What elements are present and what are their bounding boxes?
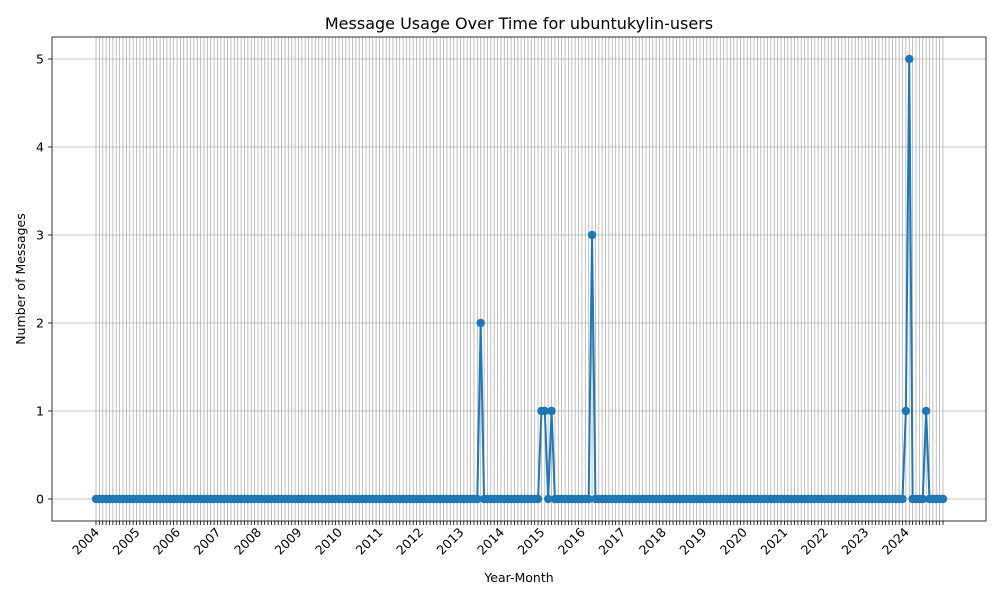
x-tick-label: 2009 bbox=[271, 524, 304, 557]
chart-title: Message Usage Over Time for ubuntukylin-… bbox=[325, 14, 713, 33]
y-tick-label: 1 bbox=[36, 404, 44, 419]
data-point bbox=[540, 406, 550, 416]
x-tick-label: 2008 bbox=[231, 524, 264, 557]
series-line bbox=[96, 58, 943, 500]
x-tick-label: 2021 bbox=[757, 525, 790, 558]
x-tick-label: 2022 bbox=[798, 525, 831, 558]
x-tick-label: 2005 bbox=[110, 525, 143, 558]
data-point bbox=[584, 494, 593, 504]
y-gridlines bbox=[52, 58, 986, 500]
y-tick-label: 4 bbox=[36, 140, 44, 155]
x-tick-label: 2013 bbox=[433, 525, 466, 558]
x-tick-label: 2015 bbox=[514, 525, 547, 558]
data-point bbox=[921, 406, 931, 416]
data-point bbox=[918, 494, 927, 504]
x-tick-label: 2010 bbox=[312, 524, 345, 557]
data-point bbox=[476, 318, 485, 328]
x-tick-label: 2006 bbox=[150, 524, 183, 557]
x-tick-label: 2019 bbox=[676, 524, 709, 557]
y-tick-label: 0 bbox=[36, 492, 44, 507]
series-polyline bbox=[96, 58, 943, 500]
y-tick-label: 3 bbox=[36, 228, 44, 243]
y-tick-label: 2 bbox=[36, 316, 44, 331]
data-point bbox=[533, 494, 543, 504]
plot-frame bbox=[51, 36, 987, 522]
x-tick-label: 2024 bbox=[879, 524, 912, 557]
data-point bbox=[898, 494, 907, 504]
x-tick-label: 2014 bbox=[474, 524, 507, 557]
x-tick-label: 2004 bbox=[69, 524, 102, 557]
data-point bbox=[905, 54, 914, 64]
x-tick-label: 2016 bbox=[555, 524, 588, 557]
y-axis-ticks: 0 1 2 3 4 5 bbox=[36, 52, 52, 507]
x-axis-ticks: 2004 2005 2006 2007 2008 2009 2010 2011 2012 2013… bbox=[69, 521, 944, 558]
x-tick-label: 2007 bbox=[191, 525, 224, 558]
x-tick-label: 2023 bbox=[838, 525, 871, 558]
x-tick-label: 2012 bbox=[393, 525, 426, 558]
data-point bbox=[901, 406, 911, 416]
data-point bbox=[543, 494, 553, 504]
series-markers bbox=[91, 54, 948, 504]
data-point bbox=[473, 494, 482, 504]
x-tick-label: 2011 bbox=[352, 525, 385, 558]
y-axis-label: Number of Messages bbox=[13, 213, 28, 345]
x-tick-label: 2020 bbox=[717, 524, 750, 557]
data-point bbox=[547, 406, 556, 416]
y-tick-label: 5 bbox=[36, 52, 44, 67]
x-tick-label: 2017 bbox=[595, 525, 628, 558]
x-axis-label: Year-Month bbox=[483, 570, 553, 585]
x-tick-label: 2018 bbox=[636, 524, 669, 557]
x-gridlines bbox=[95, 37, 944, 521]
data-point bbox=[938, 494, 948, 504]
data-point bbox=[587, 230, 597, 240]
